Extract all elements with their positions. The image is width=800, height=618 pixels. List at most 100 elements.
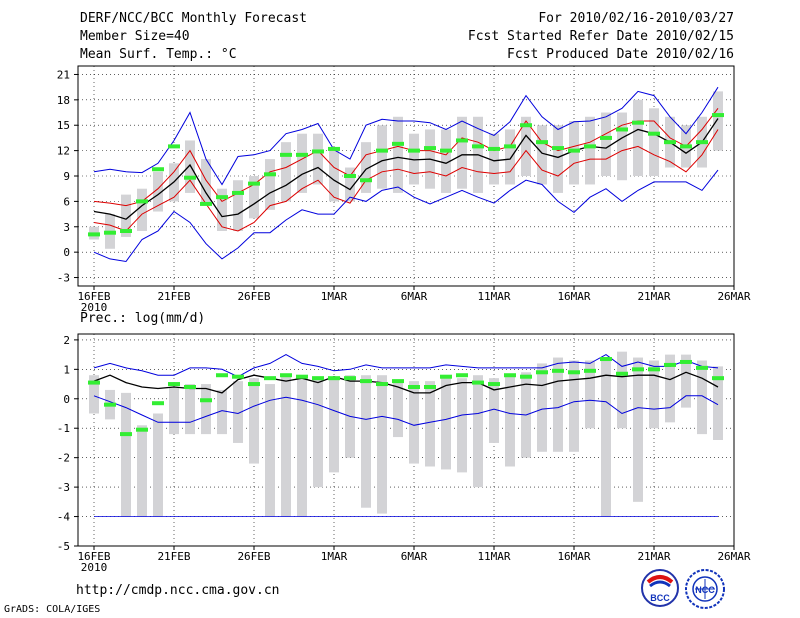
temp-bar xyxy=(489,133,499,185)
prec-observed-mark xyxy=(696,365,708,370)
temp-bar xyxy=(329,150,339,202)
prec-observed-mark xyxy=(296,374,308,379)
temp-bar xyxy=(201,159,211,206)
temp-bar xyxy=(553,125,563,193)
prec-ytick-label: -2 xyxy=(57,452,70,465)
temp-bar xyxy=(185,140,195,193)
prec-observed-mark xyxy=(200,398,212,403)
prec-ytick-label: -3 xyxy=(57,481,70,494)
prec-ytick-label: -4 xyxy=(57,511,71,524)
temp-observed-mark xyxy=(632,120,644,125)
temp-observed-mark xyxy=(584,144,596,149)
prec-bar xyxy=(393,381,403,438)
temp-ytick-label: -3 xyxy=(57,272,70,285)
prec-bar xyxy=(185,384,195,435)
bcc-logo: BCC xyxy=(641,569,679,607)
temp-xtick-label: 1MAR xyxy=(321,290,348,303)
temp-observed-mark xyxy=(184,175,196,180)
prec-observed-mark xyxy=(104,402,116,407)
prec-bar xyxy=(217,389,227,435)
temp-ytick-label: 12 xyxy=(57,145,70,158)
temp-bar xyxy=(233,180,243,231)
prec-xtick-label: 26FEB xyxy=(237,550,270,563)
temp-bar xyxy=(601,112,611,176)
prec-xtick-label: 21MAR xyxy=(637,550,670,563)
bcc-logo-text: BCC xyxy=(650,593,670,603)
prec-bar xyxy=(169,387,179,435)
source-url[interactable]: http://cmdp.ncc.cma.gov.cn xyxy=(76,583,280,598)
prec-observed-mark xyxy=(632,367,644,372)
temp-observed-mark xyxy=(168,144,180,149)
prec-observed-mark xyxy=(712,376,724,381)
temp-bar xyxy=(361,142,371,193)
temp-bar xyxy=(617,112,627,181)
temp-bar xyxy=(249,176,259,219)
prec-observed-mark xyxy=(568,370,580,375)
prec-observed-mark xyxy=(232,374,244,379)
temp-series-max xyxy=(93,86,719,186)
temp-year-label: 2010 xyxy=(81,301,108,314)
prec-bar xyxy=(617,351,627,429)
prec-bar xyxy=(553,357,563,452)
temp-xtick-label: 6MAR xyxy=(401,290,428,303)
temp-bar xyxy=(153,171,163,212)
prec-series-min xyxy=(93,395,719,426)
prec-bar xyxy=(121,392,131,517)
prec-observed-mark xyxy=(472,380,484,385)
temp-observed-mark xyxy=(472,144,484,149)
temp-ytick-label: 0 xyxy=(63,246,70,259)
temp-bar xyxy=(713,91,723,151)
prec-xtick-label: 1MAR xyxy=(321,550,348,563)
prec-observed-mark xyxy=(168,382,180,387)
temp-bar xyxy=(585,116,595,185)
temp-ytick-label: 9 xyxy=(63,170,70,183)
temp-series-mean xyxy=(93,118,719,220)
prec-xtick-label: 16FEB xyxy=(77,550,110,563)
prec-bar xyxy=(249,378,259,464)
temp-observed-mark xyxy=(152,167,164,172)
prec-bar xyxy=(681,354,691,408)
temp-observed-mark xyxy=(392,141,404,146)
grads-credit: GrADS: COLA/IGES xyxy=(4,604,101,615)
prec-observed-mark xyxy=(600,357,612,362)
prec-ytick-label: 2 xyxy=(63,334,70,347)
temp-observed-mark xyxy=(536,140,548,145)
temp-observed-mark xyxy=(504,144,516,149)
temp-observed-mark xyxy=(664,140,676,145)
temp-observed-mark xyxy=(104,230,116,235)
prec-bar xyxy=(633,357,643,502)
temp-bar xyxy=(633,99,643,176)
temp-observed-mark xyxy=(344,174,356,178)
prec-bar xyxy=(233,381,243,443)
prec-bar xyxy=(697,360,707,435)
prec-observed-mark xyxy=(248,382,260,387)
prec-xtick-label: 26MAR xyxy=(717,550,750,563)
prec-xtick-label: 11MAR xyxy=(477,550,510,563)
prec-bar xyxy=(457,378,467,473)
temp-observed-mark xyxy=(408,148,420,153)
prec-bar xyxy=(201,384,211,435)
prec-series-mean xyxy=(93,371,719,394)
temp-xtick-label: 11MAR xyxy=(477,290,510,303)
prec-observed-mark xyxy=(552,368,564,373)
prec-observed-mark xyxy=(456,373,468,378)
temp-bar xyxy=(393,116,403,193)
prec-bar xyxy=(425,381,435,467)
temp-ytick-label: 3 xyxy=(63,221,70,234)
temp-bar xyxy=(313,133,323,185)
prec-observed-mark xyxy=(152,401,164,406)
temp-observed-mark xyxy=(680,144,692,149)
prec-bar xyxy=(505,375,515,467)
temp-observed-mark xyxy=(616,127,628,132)
temp-observed-mark xyxy=(232,190,244,195)
prec-observed-mark xyxy=(616,371,628,376)
temp-bar xyxy=(121,194,131,237)
prec-observed-mark xyxy=(440,374,452,379)
prec-year-label: 2010 xyxy=(81,561,108,574)
prec-bar xyxy=(569,360,579,452)
prec-ytick-label: 1 xyxy=(63,363,70,376)
temp-bar xyxy=(569,121,579,185)
temp-bar xyxy=(441,129,451,193)
prec-observed-mark xyxy=(584,368,596,373)
temp-observed-mark xyxy=(648,131,660,136)
